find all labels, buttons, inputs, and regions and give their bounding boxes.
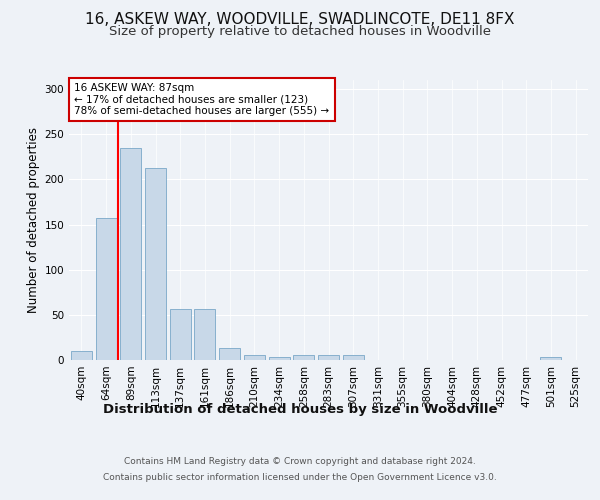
Bar (120, 148, 141, 360)
Bar (318, 356, 339, 360)
Bar (244, 356, 265, 360)
Bar (71, 351, 92, 360)
Bar (170, 308, 191, 360)
Bar (219, 348, 240, 360)
Y-axis label: Number of detached properties: Number of detached properties (27, 127, 40, 313)
Text: Size of property relative to detached houses in Woodville: Size of property relative to detached ho… (109, 25, 491, 38)
Text: 16 ASKEW WAY: 87sqm
← 17% of detached houses are smaller (123)
78% of semi-detac: 16 ASKEW WAY: 87sqm ← 17% of detached ho… (74, 83, 329, 116)
Text: Distribution of detached houses by size in Woodville: Distribution of detached houses by size … (103, 402, 497, 415)
Bar (343, 356, 364, 360)
Text: Contains HM Land Registry data © Crown copyright and database right 2024.: Contains HM Land Registry data © Crown c… (124, 458, 476, 466)
Text: Contains public sector information licensed under the Open Government Licence v3: Contains public sector information licen… (103, 472, 497, 482)
Text: 16, ASKEW WAY, WOODVILLE, SWADLINCOTE, DE11 8FX: 16, ASKEW WAY, WOODVILLE, SWADLINCOTE, D… (85, 12, 515, 28)
Bar (269, 358, 290, 360)
Bar (541, 358, 562, 360)
Bar (95, 218, 116, 360)
Bar (145, 168, 166, 360)
Bar (293, 356, 314, 360)
Bar (194, 308, 215, 360)
